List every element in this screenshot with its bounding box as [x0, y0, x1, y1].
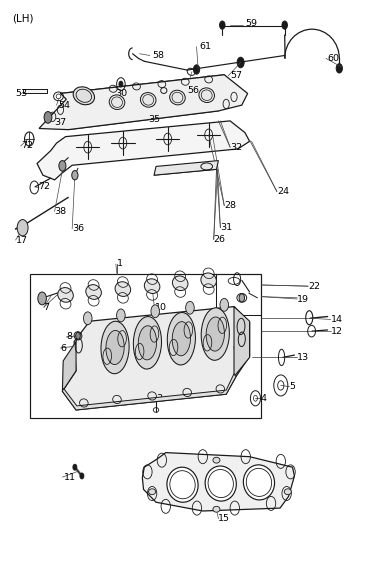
Text: 38: 38 [55, 207, 67, 216]
Text: 10: 10 [155, 303, 167, 312]
Ellipse shape [172, 276, 188, 291]
Ellipse shape [205, 466, 236, 501]
Ellipse shape [284, 489, 291, 495]
Ellipse shape [206, 317, 224, 351]
Ellipse shape [199, 88, 215, 103]
Ellipse shape [138, 326, 156, 360]
Polygon shape [234, 307, 250, 377]
Text: (LH): (LH) [12, 13, 33, 24]
Ellipse shape [140, 92, 156, 107]
Ellipse shape [201, 273, 216, 288]
Ellipse shape [106, 331, 124, 364]
Text: 13: 13 [297, 353, 309, 362]
Ellipse shape [172, 322, 190, 356]
Text: 53: 53 [16, 89, 28, 98]
Ellipse shape [58, 287, 73, 303]
Circle shape [237, 57, 244, 68]
Text: 31: 31 [220, 223, 232, 232]
Text: 57: 57 [230, 71, 242, 81]
Circle shape [59, 161, 66, 171]
Ellipse shape [213, 457, 220, 463]
Circle shape [282, 21, 287, 29]
Text: 28: 28 [224, 201, 236, 210]
Text: 35: 35 [148, 114, 160, 124]
Circle shape [336, 64, 342, 73]
Text: 12: 12 [331, 326, 343, 336]
Text: 9: 9 [238, 326, 244, 335]
Ellipse shape [144, 279, 160, 294]
Polygon shape [142, 453, 294, 511]
Ellipse shape [73, 87, 94, 105]
Circle shape [117, 309, 125, 322]
Circle shape [186, 301, 194, 314]
Circle shape [76, 332, 80, 339]
Ellipse shape [109, 95, 125, 110]
Ellipse shape [133, 317, 161, 369]
Text: 32: 32 [230, 142, 242, 152]
Text: 56: 56 [187, 86, 199, 95]
Ellipse shape [170, 90, 185, 105]
Polygon shape [154, 161, 218, 175]
Circle shape [80, 473, 84, 479]
Circle shape [72, 171, 78, 180]
Text: 72: 72 [38, 182, 50, 192]
Polygon shape [23, 89, 47, 93]
Circle shape [119, 81, 123, 87]
Circle shape [220, 21, 225, 29]
Text: 54: 54 [58, 100, 71, 110]
Ellipse shape [213, 506, 220, 512]
Text: 14: 14 [331, 315, 343, 324]
Text: 60: 60 [328, 54, 340, 63]
Polygon shape [62, 307, 250, 410]
Text: 22: 22 [308, 281, 320, 291]
Polygon shape [62, 374, 236, 410]
Circle shape [44, 112, 52, 123]
Ellipse shape [167, 312, 195, 365]
Text: 6: 6 [232, 343, 238, 353]
Text: 15: 15 [218, 514, 230, 523]
Polygon shape [62, 342, 76, 391]
Text: 1: 1 [117, 259, 123, 269]
Circle shape [38, 292, 46, 305]
Text: 6: 6 [60, 343, 66, 353]
Text: 17: 17 [16, 235, 28, 245]
Text: 5: 5 [289, 382, 295, 391]
Text: 72: 72 [21, 141, 34, 151]
Bar [216, 274, 261, 315]
Text: 4: 4 [261, 394, 266, 403]
Ellipse shape [149, 489, 156, 495]
Text: 7: 7 [44, 303, 50, 312]
Ellipse shape [167, 467, 198, 502]
Text: 58: 58 [152, 51, 164, 60]
Text: 19: 19 [297, 294, 309, 304]
Text: 37: 37 [55, 118, 67, 127]
Circle shape [220, 298, 229, 311]
Circle shape [83, 312, 92, 325]
Text: 36: 36 [72, 224, 84, 234]
Polygon shape [37, 121, 250, 180]
Text: 11: 11 [64, 472, 76, 482]
Circle shape [193, 65, 200, 74]
Text: 8: 8 [66, 332, 72, 342]
Text: 59: 59 [246, 19, 258, 28]
Circle shape [73, 464, 77, 470]
Text: 61: 61 [199, 42, 211, 51]
Circle shape [239, 294, 245, 302]
Ellipse shape [201, 308, 229, 360]
Text: 24: 24 [277, 187, 289, 196]
Text: 3: 3 [156, 394, 162, 403]
Ellipse shape [115, 281, 131, 297]
Text: 30: 30 [115, 89, 127, 98]
Ellipse shape [243, 465, 275, 500]
Circle shape [17, 220, 28, 236]
Ellipse shape [101, 321, 129, 374]
Circle shape [151, 305, 160, 318]
Polygon shape [39, 75, 248, 130]
Text: 26: 26 [214, 235, 226, 244]
Bar [30, 274, 261, 418]
Ellipse shape [86, 284, 101, 300]
